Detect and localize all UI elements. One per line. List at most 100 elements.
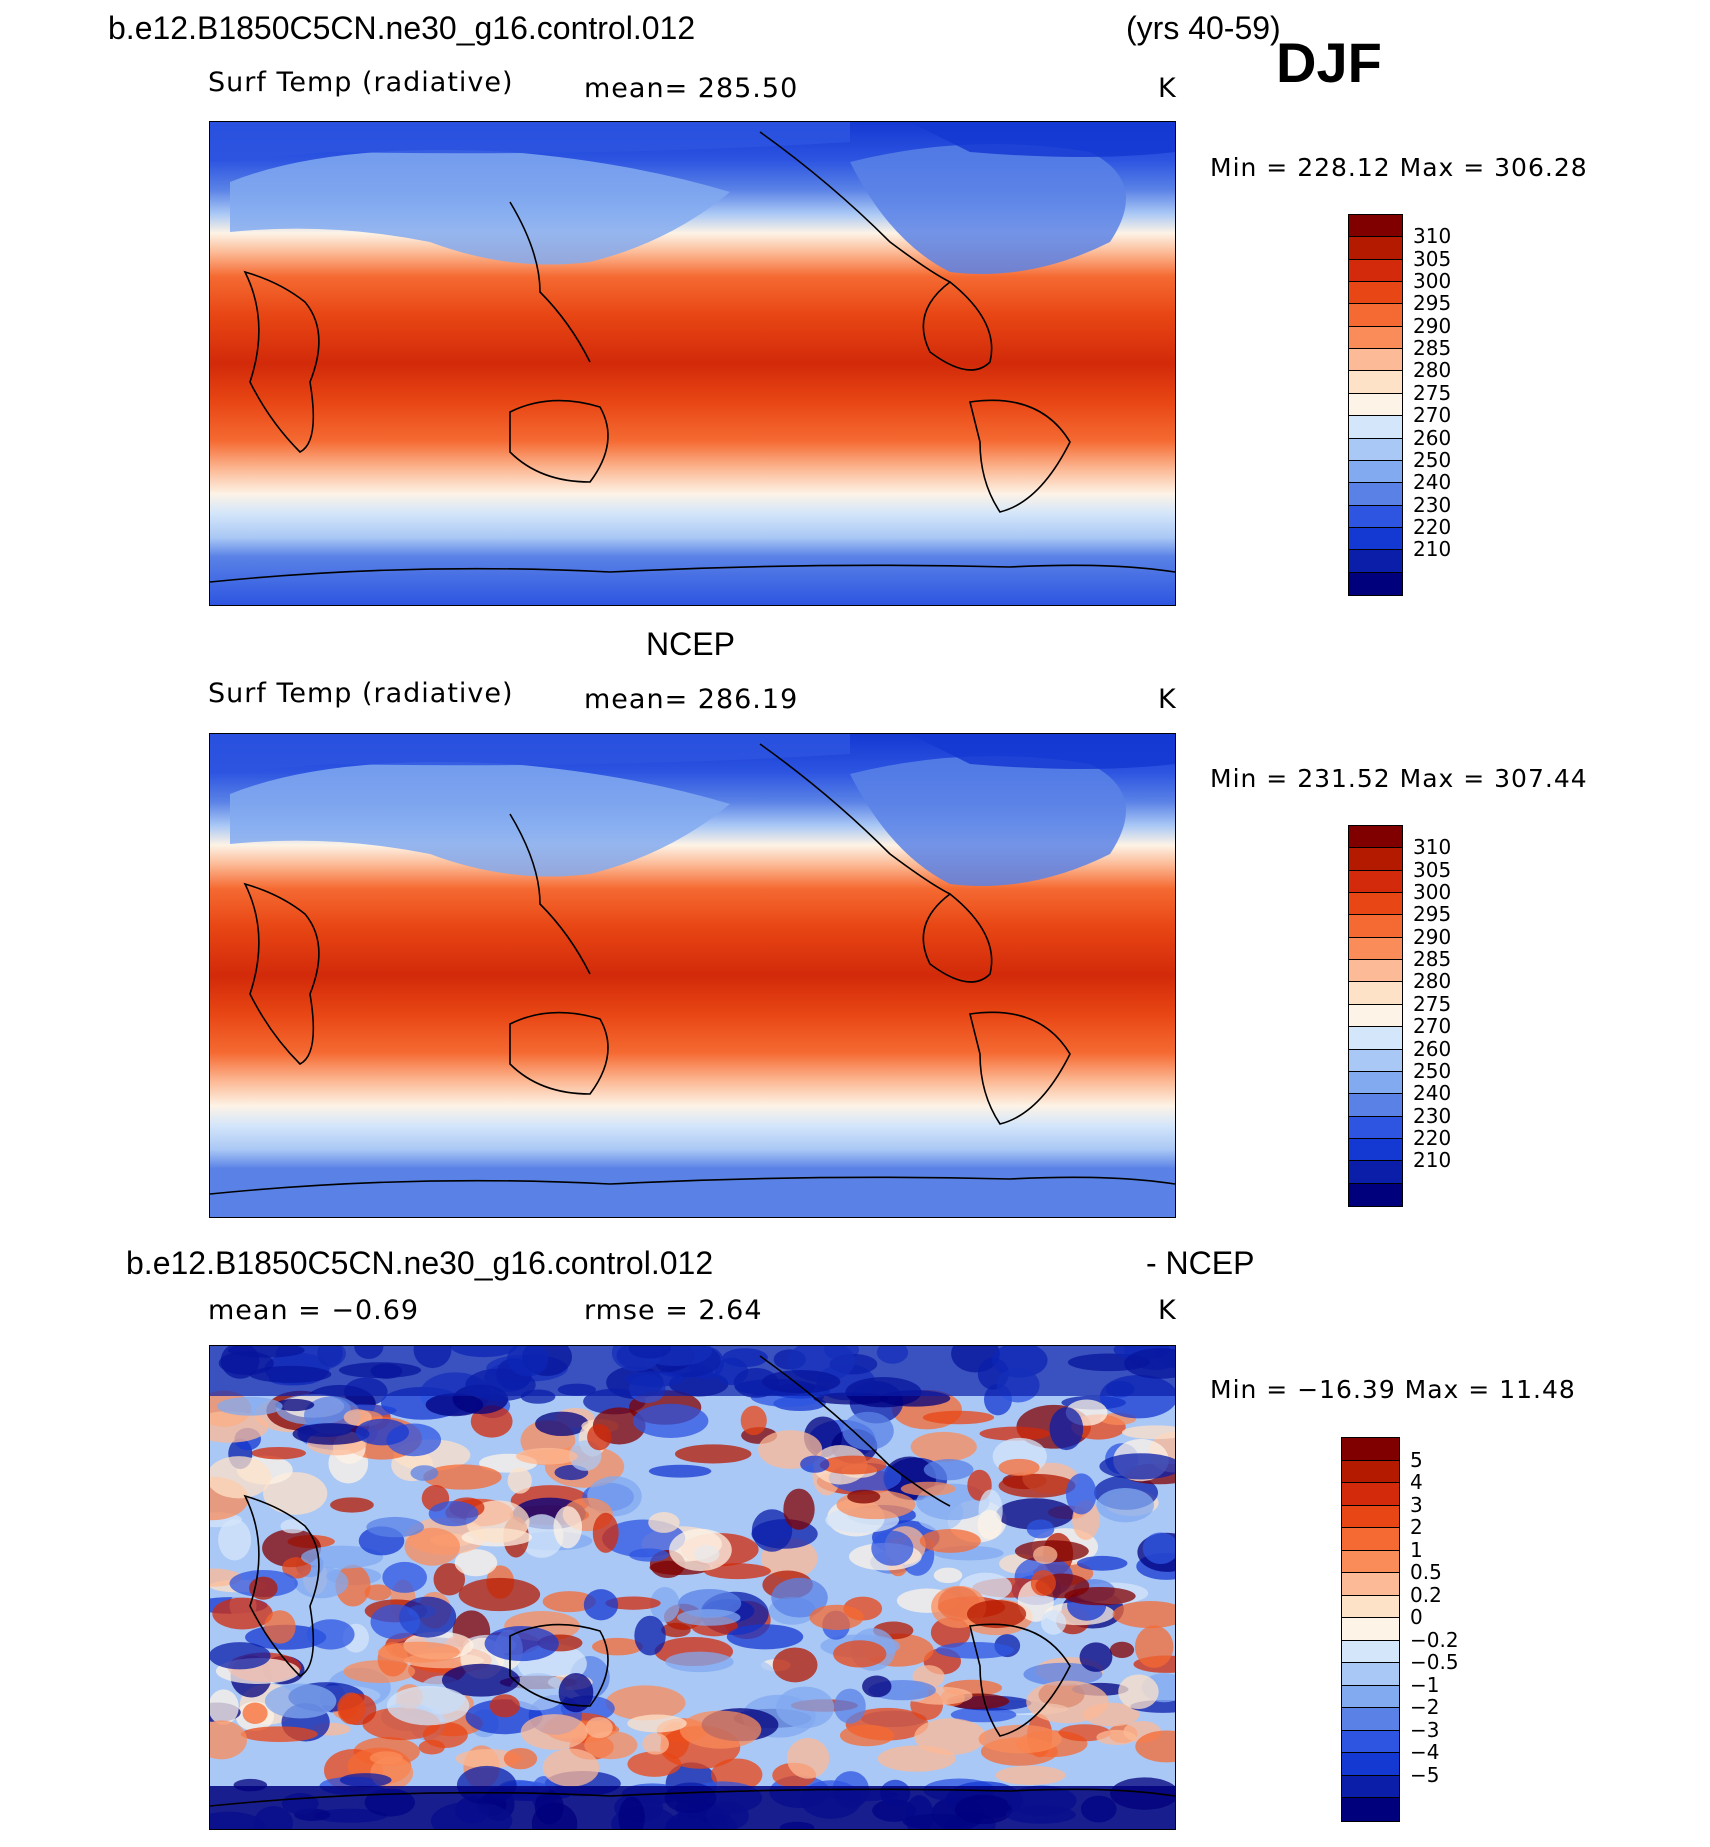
panel3-colorbar-tick-label: 4 <box>1410 1470 1423 1495</box>
panel3-title-right: - NCEP <box>1146 1245 1255 1281</box>
panel1-colorbar-swatch <box>1349 304 1402 327</box>
panel3-colorbar-tick-label: 0 <box>1410 1605 1423 1630</box>
panel1-colorbar <box>1348 214 1403 596</box>
panel3-units: K <box>1158 1295 1177 1326</box>
panel3-minmax: Min = −16.39 Max = 11.48 <box>1210 1375 1576 1404</box>
panel1-colorbar-swatch <box>1349 259 1402 283</box>
panel2-colorbar-swatch <box>1349 1138 1402 1162</box>
panel2-colorbar-swatch <box>1349 1094 1402 1117</box>
panel3-mean: mean = −0.69 <box>208 1295 420 1326</box>
panel1-colorbar-swatch <box>1349 572 1402 595</box>
panel3-colorbar-swatch <box>1342 1528 1399 1551</box>
panel2-colorbar-swatch <box>1349 1004 1402 1028</box>
panel2-colorbar-tick-label: 220 <box>1413 1125 1452 1150</box>
panel2-colorbar-tick-label: 260 <box>1413 1036 1452 1061</box>
panel1-colorbar-tick-label: 220 <box>1413 514 1452 539</box>
panel1-colorbar-tick-label: 250 <box>1413 447 1452 472</box>
panel1-colorbar-tick-label: 310 <box>1413 224 1452 249</box>
panel1-colorbar-swatch <box>1349 326 1402 350</box>
panel1-colorbar-swatch <box>1349 460 1402 484</box>
panel1-colorbar-swatch <box>1349 505 1402 528</box>
panel3-colorbar-tick-label: −0.2 <box>1410 1627 1459 1652</box>
panel3-colorbar-tick-label: 1 <box>1410 1537 1423 1562</box>
panel1-variable: Surf Temp (radiative) <box>208 67 514 98</box>
panel3-colorbar-swatch <box>1342 1685 1399 1709</box>
panel2-colorbar-swatch <box>1349 826 1402 849</box>
panel2-colorbar-tick-label: 240 <box>1413 1081 1452 1106</box>
panel1-colorbar-tick-label: 210 <box>1413 537 1452 562</box>
panel1-colorbar-tick-label: 260 <box>1413 425 1452 450</box>
panel2-colorbar-swatch <box>1349 1027 1402 1050</box>
panel2-colorbar-swatch <box>1349 848 1402 871</box>
panel2-variable: Surf Temp (radiative) <box>208 678 514 709</box>
panel1-colorbar-swatch <box>1349 237 1402 260</box>
panel1-colorbar-tick-label: 270 <box>1413 403 1452 428</box>
panel2-colorbar-tick-label: 295 <box>1413 902 1452 927</box>
panel1-colorbar-swatch <box>1349 550 1402 573</box>
panel1-colorbar-tick-label: 280 <box>1413 358 1452 383</box>
panel1-colorbar-swatch <box>1349 282 1402 305</box>
panel3-colorbar-tick-label: −4 <box>1410 1740 1440 1765</box>
panel2-colorbar-tick-label: 290 <box>1413 924 1452 949</box>
panel2-units: K <box>1158 684 1177 715</box>
panel3-colorbar-swatch <box>1342 1550 1399 1574</box>
panel3-map <box>209 1345 1176 1830</box>
panel2-colorbar-tick-label: 310 <box>1413 835 1452 860</box>
panel2-colorbar-tick-label: 270 <box>1413 1014 1452 1039</box>
panel3-colorbar-tick-label: 2 <box>1410 1515 1423 1540</box>
panel1-colorbar-tick-label: 295 <box>1413 291 1452 316</box>
years-label: (yrs 40-59) <box>1126 10 1281 46</box>
panel1-colorbar-swatch <box>1349 438 1402 461</box>
panel3-colorbar-tick-label: 0.5 <box>1410 1560 1442 1585</box>
panel3-colorbar-tick-label: −1 <box>1410 1672 1440 1697</box>
panel3-colorbar-swatch <box>1342 1618 1399 1641</box>
panel1-colorbar-swatch <box>1349 416 1402 439</box>
panel3-colorbar-swatch <box>1342 1573 1399 1596</box>
panel1-colorbar-tick-label: 290 <box>1413 313 1452 338</box>
panel2-colorbar <box>1348 825 1403 1207</box>
panel2-title: NCEP <box>646 626 735 662</box>
panel3-colorbar-tick-label: −0.5 <box>1410 1650 1459 1675</box>
panel1-colorbar-tick-label: 285 <box>1413 336 1452 361</box>
panel3-colorbar-tick-label: −5 <box>1410 1762 1440 1787</box>
panel2-colorbar-swatch <box>1349 870 1402 894</box>
panel3-colorbar-tick-label: −3 <box>1410 1717 1440 1742</box>
panel1-colorbar-tick-label: 240 <box>1413 470 1452 495</box>
panel3-colorbar-swatch <box>1342 1640 1399 1664</box>
panel1-units: K <box>1158 73 1177 104</box>
panel2-colorbar-tick-label: 230 <box>1413 1103 1452 1128</box>
panel3-colorbar-swatch <box>1342 1438 1399 1461</box>
panel3-colorbar-swatch <box>1342 1708 1399 1731</box>
panel2-colorbar-tick-label: 285 <box>1413 947 1452 972</box>
panel1-mean: mean= 285.50 <box>584 73 799 104</box>
panel2-map <box>209 733 1176 1218</box>
panel1-colorbar-swatch <box>1349 527 1402 551</box>
panel3-colorbar-tick-label: 5 <box>1410 1447 1423 1472</box>
panel1-colorbar-swatch <box>1349 371 1402 394</box>
case-name-title: b.e12.B1850C5CN.ne30_g16.control.012 <box>108 10 696 46</box>
panel1-colorbar-tick-label: 305 <box>1413 246 1452 271</box>
panel1-colorbar-tick-label: 230 <box>1413 492 1452 517</box>
panel2-colorbar-swatch <box>1349 960 1402 983</box>
panel2-colorbar-swatch <box>1349 1071 1402 1095</box>
panel2-colorbar-tick-label: 305 <box>1413 857 1452 882</box>
panel3-colorbar-swatch <box>1342 1798 1399 1821</box>
panel1-colorbar-swatch <box>1349 483 1402 506</box>
panel2-colorbar-swatch <box>1349 937 1402 961</box>
panel3-colorbar <box>1341 1437 1400 1822</box>
panel3-colorbar-swatch <box>1342 1505 1399 1529</box>
panel2-minmax: Min = 231.52 Max = 307.44 <box>1210 764 1588 793</box>
panel2-colorbar-swatch <box>1349 1049 1402 1072</box>
panel3-colorbar-swatch <box>1342 1595 1399 1619</box>
panel2-colorbar-tick-label: 275 <box>1413 991 1452 1016</box>
panel2-colorbar-tick-label: 280 <box>1413 969 1452 994</box>
panel1-colorbar-swatch <box>1349 215 1402 238</box>
panel2-colorbar-swatch <box>1349 982 1402 1005</box>
panel1-colorbar-tick-label: 275 <box>1413 380 1452 405</box>
panel2-colorbar-tick-label: 300 <box>1413 880 1452 905</box>
panel2-colorbar-swatch <box>1349 1116 1402 1139</box>
panel3-title-left: b.e12.B1850C5CN.ne30_g16.control.012 <box>126 1245 714 1281</box>
season-label: DJF <box>1276 31 1382 94</box>
panel3-colorbar-tick-label: −2 <box>1410 1695 1440 1720</box>
